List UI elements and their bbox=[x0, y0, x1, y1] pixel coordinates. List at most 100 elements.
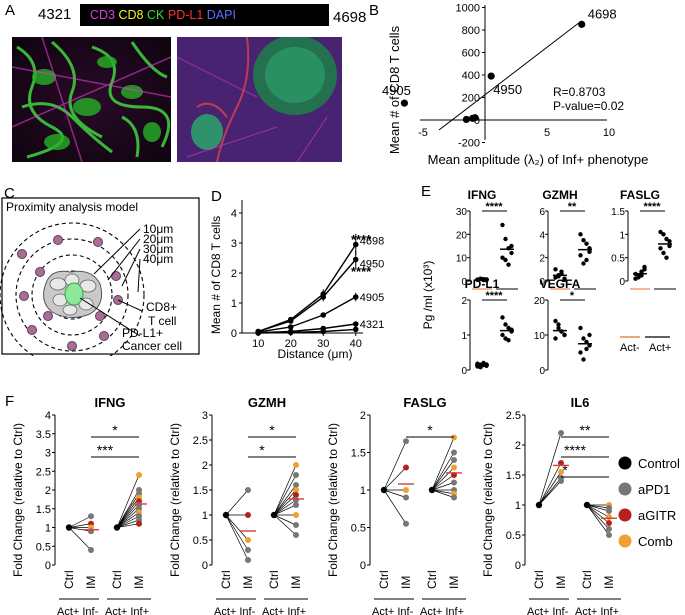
pair-line bbox=[273, 489, 297, 516]
series-point bbox=[352, 241, 359, 248]
sig-stars: * bbox=[427, 422, 433, 438]
x-cat-label: Ctrl bbox=[267, 570, 281, 589]
y-tick-label: 2.5 bbox=[36, 466, 51, 478]
data-point bbox=[403, 487, 409, 493]
group-label: Act+ Inf- bbox=[372, 606, 414, 615]
data-point bbox=[661, 250, 666, 256]
sig-stars: **** bbox=[485, 201, 503, 213]
dot-plot-e: GZMH 6 4 2 0 ** bbox=[539, 188, 596, 290]
data-point bbox=[553, 318, 558, 324]
y-tick-label: 2.5 bbox=[506, 410, 521, 422]
y-tick-label: 2 bbox=[45, 485, 51, 497]
y-tick-label: 0.5 bbox=[193, 535, 208, 547]
data-point bbox=[606, 520, 612, 526]
series-point bbox=[287, 318, 294, 324]
y-tick-label: 1 bbox=[360, 485, 366, 497]
data-point bbox=[658, 246, 663, 251]
pair-line bbox=[538, 462, 562, 506]
paired-plot-f: GZMH Fold Change (relative to Ctrl) 3 2.5 2 1… bbox=[168, 395, 308, 615]
y-tick-label: 0 bbox=[539, 366, 545, 375]
series-point bbox=[352, 256, 359, 263]
x-cat-label: Ctrl bbox=[580, 570, 594, 589]
legend-swatch bbox=[618, 482, 632, 496]
pair-line bbox=[225, 514, 249, 541]
data-point bbox=[451, 479, 457, 486]
data-point bbox=[136, 520, 142, 527]
pair-line bbox=[273, 514, 297, 526]
series-label: 4321 bbox=[360, 319, 384, 331]
plot-title: VEGFA bbox=[540, 277, 581, 291]
data-point bbox=[500, 315, 505, 320]
data-point bbox=[245, 547, 251, 553]
ring-label-40: 40μm bbox=[143, 252, 173, 266]
y-tick-label: 1.5 bbox=[506, 470, 521, 482]
x-tick-label-d: 30 bbox=[317, 338, 329, 350]
x-cat-label: Ctrl bbox=[110, 570, 124, 589]
x-cat-label: Ctrl bbox=[377, 570, 391, 589]
y-tick-label-b: 600 bbox=[462, 48, 480, 60]
plot-title: IFNG bbox=[468, 188, 497, 202]
y-tick-label: 1 bbox=[202, 510, 208, 522]
paired-plot-f: IFNG Fold Change (relative to Ctrl) 4 3.5 3 2… bbox=[11, 395, 151, 615]
y-tick-label: 0.5 bbox=[611, 254, 625, 265]
y-tick-label: 0 bbox=[202, 560, 208, 572]
series-point bbox=[352, 321, 359, 327]
y-tick-label-b: 1000 bbox=[456, 3, 480, 15]
pair-line bbox=[273, 504, 297, 516]
y-tick-label: 0 bbox=[461, 366, 467, 375]
x-cat-label: IM bbox=[602, 576, 616, 589]
y-tick-label: 3.5 bbox=[36, 429, 51, 441]
legend-pdl1: PD-L1 bbox=[167, 8, 204, 22]
paired-plot-f: FASLG Fold Change (relative to Ctrl) 2 1.5 1… bbox=[326, 395, 466, 615]
legend-dapi: DAPI bbox=[206, 8, 236, 22]
pair-line bbox=[586, 504, 610, 509]
x-cat-label: IM bbox=[399, 576, 413, 589]
control-point bbox=[65, 524, 73, 531]
data-point bbox=[639, 269, 644, 274]
y-tick-label-b: 800 bbox=[462, 25, 480, 37]
pair-line bbox=[116, 497, 140, 528]
cancer-label-2: Cancer cell bbox=[122, 339, 182, 353]
y-tick-label: 10 bbox=[534, 331, 546, 342]
group-label: Act+ Inf+ bbox=[575, 606, 619, 615]
series-point bbox=[320, 294, 327, 300]
data-point bbox=[293, 482, 299, 488]
legend-label: aPD1 bbox=[638, 482, 671, 497]
data-point bbox=[245, 537, 251, 543]
ring-label-10: 10μm bbox=[143, 222, 173, 236]
x-tick-label-b: 10 bbox=[603, 127, 615, 139]
pair-line bbox=[225, 514, 249, 561]
data-point bbox=[503, 257, 508, 263]
pair-line bbox=[538, 432, 562, 506]
y-tick-label: 2 bbox=[360, 410, 366, 422]
pair-line bbox=[116, 501, 140, 528]
pair-line bbox=[273, 499, 297, 516]
x-cat-label: IM bbox=[289, 576, 303, 589]
series-line bbox=[258, 328, 356, 334]
y-tick-label: 4 bbox=[45, 410, 51, 422]
y-tick-label: 0 bbox=[45, 560, 51, 572]
line-chart-d: Mean # of CD8 T cells Distance (μm) 0 1 2 3… bbox=[209, 200, 384, 361]
data-point bbox=[562, 332, 567, 338]
y-tick-label-d: 2 bbox=[231, 268, 237, 280]
series-point bbox=[287, 329, 294, 336]
data-point bbox=[403, 494, 409, 501]
y-tick-label: 2 bbox=[202, 460, 208, 472]
pair-line bbox=[431, 459, 455, 491]
y-tick-label-d: 0 bbox=[231, 328, 237, 340]
y-tick-label: 4 bbox=[539, 230, 545, 241]
scatter-point bbox=[400, 99, 408, 107]
dot-plots-e: Pg /ml (x10³) IFNG3020100****GZMH6420**F… bbox=[421, 188, 676, 375]
data-point bbox=[584, 346, 589, 352]
pair-line bbox=[586, 504, 610, 512]
data-point bbox=[293, 492, 299, 498]
y-tick-label-b: -200 bbox=[458, 138, 480, 150]
series-line bbox=[258, 296, 357, 333]
data-point bbox=[556, 325, 561, 331]
axis-label-x-d: Distance (μm) bbox=[278, 347, 353, 361]
data-point bbox=[581, 261, 586, 266]
data-point bbox=[451, 464, 457, 471]
pair-line bbox=[586, 504, 610, 518]
plot-title: FASLG bbox=[620, 188, 660, 202]
stat-r: R=0.8703 bbox=[553, 85, 606, 99]
